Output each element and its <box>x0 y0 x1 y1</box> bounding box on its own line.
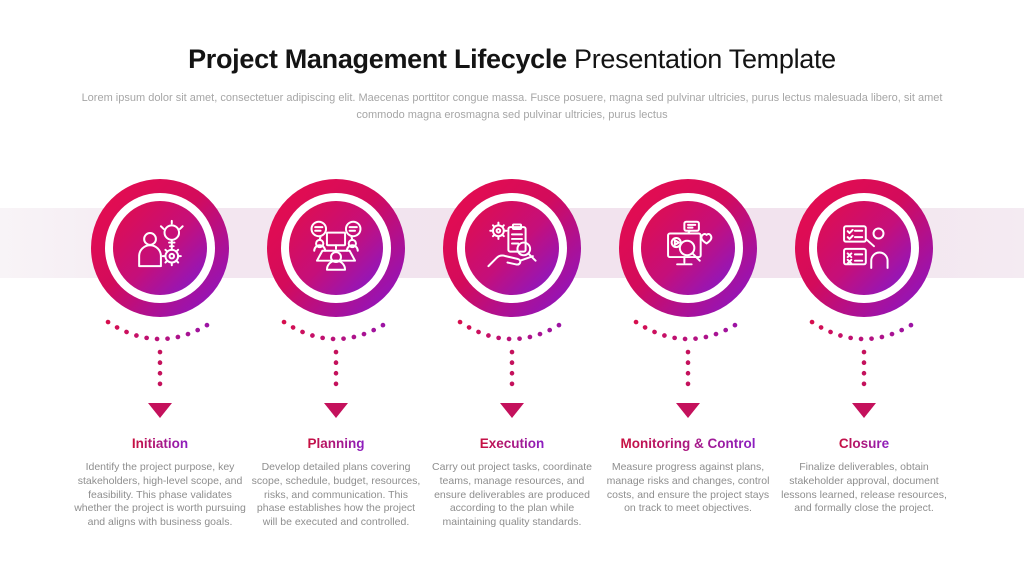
stage-circle <box>795 179 933 317</box>
arrow-down-icon <box>676 403 700 418</box>
dotted-arrow-connector <box>633 319 743 418</box>
arrow-down-icon <box>324 403 348 418</box>
stage-closure: Closure Finalize deliverables, obtain st… <box>776 179 952 530</box>
subtitle-text: Lorem ipsum dolor sit amet, consectetuer… <box>56 90 968 124</box>
team-meeting-icon <box>310 220 362 271</box>
dotted-arrow-connector <box>105 319 215 418</box>
lifecycle-stages: Initiation Identify the project purpose,… <box>72 179 952 530</box>
hand-clipboard-search-icon <box>487 221 537 268</box>
title-regular-part: Presentation Template <box>566 44 836 74</box>
stage-title: Monitoring & Control <box>620 436 756 451</box>
dotted-arrow-connector <box>281 319 391 418</box>
stage-execution: Execution Carry out project tasks, coord… <box>424 179 600 530</box>
stage-title: Closure <box>838 436 890 451</box>
stage-description: Measure progress against plans, manage r… <box>606 461 770 515</box>
stage-description: Identify the project purpose, key stakeh… <box>74 461 246 529</box>
page-title: Project Management Lifecycle Presentatio… <box>0 44 1024 75</box>
dotted-arrow-connector <box>809 319 919 418</box>
stage-description: Carry out project tasks, coordinate team… <box>432 461 592 529</box>
person-idea-gear-icon <box>138 219 184 268</box>
stage-title: Execution <box>479 436 545 451</box>
subtitle-line-2: commodo magna erosmagna sed pulvinar ult… <box>356 109 668 121</box>
dotted-arrow-connector <box>457 319 567 418</box>
stage-initiation: Initiation Identify the project purpose,… <box>72 179 248 530</box>
stage-planning: Planning Develop detailed plans covering… <box>248 179 424 530</box>
arrow-down-icon <box>500 403 524 418</box>
arrow-down-icon <box>148 403 172 418</box>
stage-monitoring-control: Monitoring & Control Measure progress ag… <box>600 179 776 530</box>
monitor-analysis-icon <box>667 220 713 266</box>
stage-circle <box>619 179 757 317</box>
subtitle-line-1: Lorem ipsum dolor sit amet, consectetuer… <box>81 92 943 104</box>
person-checklist-icon <box>843 225 889 269</box>
stage-title: Planning <box>307 436 365 451</box>
stage-circle <box>91 179 229 317</box>
stage-description: Develop detailed plans covering scope, s… <box>251 461 421 529</box>
stage-circle <box>267 179 405 317</box>
stage-circle <box>443 179 581 317</box>
arrow-down-icon <box>852 403 876 418</box>
stage-title: Initiation <box>131 436 189 451</box>
title-bold-part: Project Management Lifecycle <box>188 44 567 74</box>
stage-description: Finalize deliverables, obtain stakeholde… <box>781 461 947 515</box>
